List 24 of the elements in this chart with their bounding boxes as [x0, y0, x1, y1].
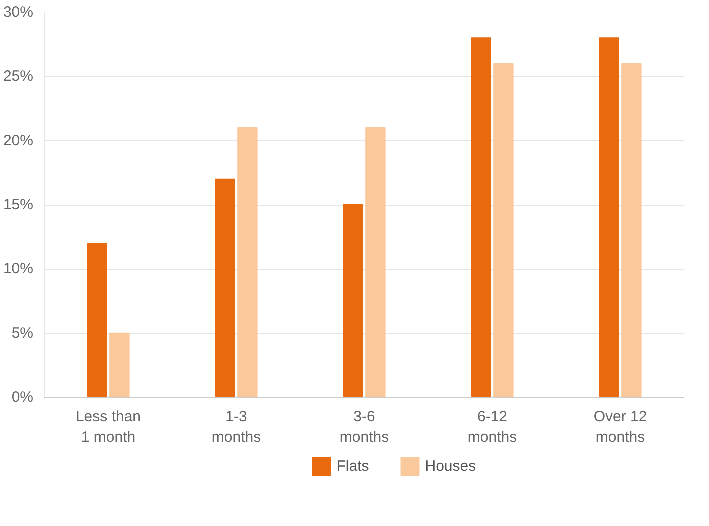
bar [343, 204, 364, 398]
bar [471, 38, 492, 398]
x-tick-label: 3-6 months [340, 408, 390, 446]
bar [215, 178, 236, 398]
bar [622, 63, 642, 398]
x-tick-label: 6-12 months [468, 408, 518, 446]
bar [110, 332, 130, 398]
bar [366, 128, 386, 398]
bar [494, 63, 514, 398]
legend-label: Houses [425, 458, 476, 475]
bar [238, 128, 258, 398]
y-tick-label: 15% [3, 196, 34, 214]
y-tick-label: 5% [12, 324, 34, 342]
bar [599, 38, 620, 398]
x-tick-label: Less than 1 month [76, 408, 142, 446]
y-tick-label: 30% [3, 4, 34, 21]
x-tick-label: 1-3 months [212, 408, 262, 446]
y-tick-label: 25% [3, 68, 34, 86]
y-tick-label: 10% [3, 260, 34, 278]
y-tick-label: 0% [12, 389, 34, 406]
legend-label: Flats [336, 458, 370, 475]
y-tick-label: 20% [3, 132, 34, 150]
bar [87, 243, 108, 398]
x-tick-label: Over 12 months [594, 408, 648, 446]
